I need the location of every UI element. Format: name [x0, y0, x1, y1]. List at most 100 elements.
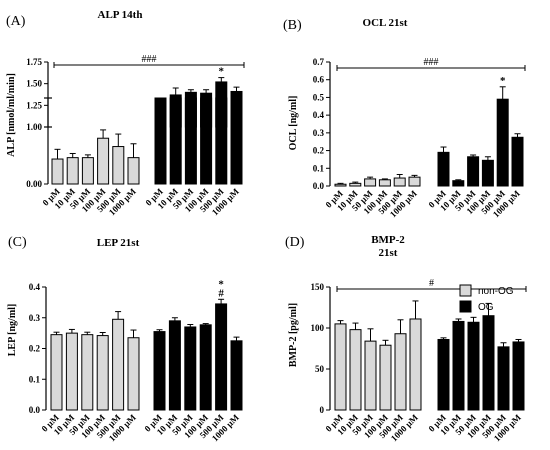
y-tick-label: 1.50	[26, 79, 42, 89]
legend-label-og: OG	[478, 302, 494, 313]
bar	[512, 341, 525, 411]
panel-b: (B) OCL 21st OCL [ng/ml] 0.0 0.1 0.2 0.3 0.4…	[283, 17, 526, 219]
panel-d-title: BMP-2	[371, 234, 405, 246]
bar	[379, 344, 392, 411]
panel-d-ylabel: BMP-2 [pg/ml]	[288, 303, 299, 367]
bar	[496, 98, 509, 187]
significance-marker: *	[219, 66, 225, 78]
bar	[81, 157, 94, 185]
bar	[215, 81, 228, 128]
panel-b-title: OCL 21st	[363, 17, 408, 29]
legend-item-og: OG	[459, 300, 494, 313]
bar	[409, 318, 422, 411]
bar	[199, 324, 212, 411]
bar	[437, 151, 450, 187]
bar	[334, 323, 347, 411]
bar	[112, 146, 125, 185]
bar	[153, 331, 166, 411]
y-tick-label: 0.0	[313, 181, 325, 191]
bar	[481, 159, 494, 187]
y-tick-label: 50	[315, 364, 325, 374]
legend-swatch-og	[459, 300, 472, 313]
panel-a-ylabel: ALP [nmol/ml/min]	[6, 73, 17, 157]
y-tick-label: 0.4	[313, 110, 325, 120]
bar	[200, 92, 213, 128]
y-tick-label: 150	[311, 282, 325, 292]
significance-bracket-label: ###	[424, 57, 439, 68]
bar	[497, 346, 510, 411]
bar	[65, 332, 78, 411]
bar	[230, 90, 243, 128]
bar	[127, 157, 140, 185]
y-tick-label: 0.6	[313, 75, 325, 85]
y-tick-label: 1.25	[26, 100, 42, 110]
panel-b-ylabel: OCL [ng/ml]	[288, 96, 299, 151]
bar	[81, 334, 94, 411]
bar	[452, 320, 465, 411]
panel-b-letter: (B)	[283, 18, 302, 33]
y-tick-label: 0.3	[29, 313, 41, 323]
y-tick-label: 0.7	[313, 57, 325, 67]
y-tick-label: 0.1	[29, 374, 41, 384]
y-tick-label: 0.2	[313, 146, 325, 156]
bar	[467, 156, 480, 187]
y-tick-label: 0.2	[29, 344, 41, 354]
y-tick-label: 0	[320, 405, 325, 415]
bar	[215, 303, 228, 411]
significance-marker: *	[218, 278, 224, 290]
panel-d-letter: (D)	[285, 235, 305, 250]
panel-a-title: ALP 14th	[98, 9, 143, 21]
panel-c-ylabel: LEP [ng/ml]	[7, 304, 18, 357]
bar	[393, 177, 406, 187]
panel-d: (D) BMP-2 21st BMP-2 [pg/ml] 0501001500 …	[285, 234, 527, 443]
y-tick-label: 1.75	[26, 57, 42, 67]
legend-label-non-og: non-OG	[478, 286, 514, 297]
bar	[364, 178, 377, 187]
bar	[437, 338, 450, 411]
panel-c-letter: (C)	[8, 235, 27, 250]
bar	[51, 158, 64, 185]
y-tick-label: 0.1	[313, 163, 325, 173]
panel-a-letter: (A)	[6, 14, 26, 29]
bar	[184, 326, 197, 411]
significance-marker: #	[218, 287, 224, 299]
y-tick-label: 100	[311, 323, 325, 333]
bar	[482, 315, 495, 411]
bar	[66, 157, 79, 185]
significance-bracket-label: ###	[142, 54, 157, 65]
y-tick-label: 0.3	[313, 128, 325, 138]
legend-item-non-og: non-OG	[459, 284, 514, 297]
bar	[154, 103, 167, 128]
bar	[452, 180, 465, 187]
panel-c-title: LEP 21st	[97, 237, 140, 249]
bar	[169, 94, 182, 128]
bar	[378, 179, 391, 187]
bar	[364, 340, 377, 411]
y-tick-label: 0.5	[313, 92, 325, 102]
y-tick-label: 0.0	[29, 405, 41, 415]
panel-a: (A) ALP 14th ALP [nmol/ml/min] 0.00 1.00 1…	[6, 9, 245, 217]
panel-d-subtitle: 21st	[379, 247, 398, 259]
bar	[349, 329, 362, 411]
significance-marker: *	[500, 75, 506, 87]
y-tick-label: 1.00	[26, 122, 42, 132]
bar	[127, 337, 140, 411]
bar	[511, 136, 524, 187]
bar	[230, 340, 243, 411]
bar	[96, 335, 109, 411]
y-tick-label: 0.4	[29, 282, 41, 292]
bar	[467, 321, 480, 411]
bar	[97, 137, 110, 185]
panel-c: (C) LEP 21st LEP [ng/ml] 0.0 0.1 0.2 0.3 0.4…	[7, 235, 243, 443]
bar	[408, 176, 421, 187]
bar	[112, 318, 125, 411]
bar	[154, 97, 167, 185]
bar	[349, 182, 362, 187]
bar	[184, 91, 197, 128]
bar	[394, 333, 407, 411]
